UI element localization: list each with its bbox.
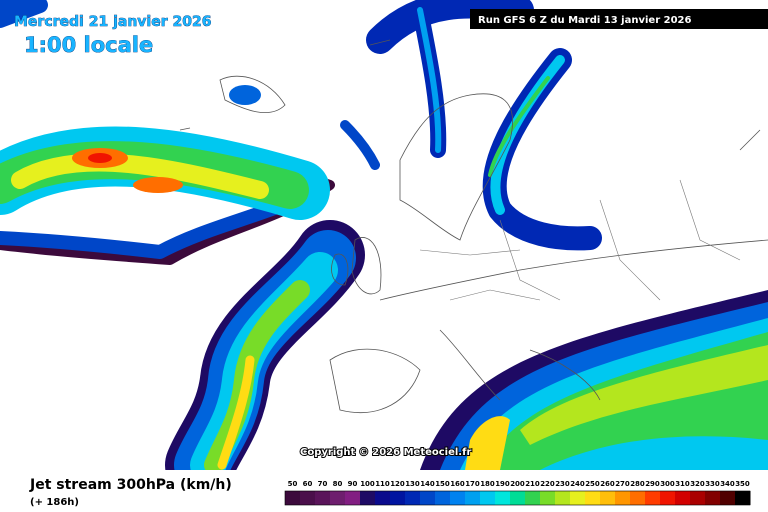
jet-atlantic [165,220,365,500]
legend-swatch [645,491,661,505]
legend-label: 170 [465,480,480,488]
legend-label: 190 [495,480,510,488]
legend-label: 350 [735,480,750,488]
legend-label: 330 [705,480,720,488]
legend-label: 130 [405,480,420,488]
jet-bands [0,0,768,500]
legend-swatch [285,491,301,505]
legend-swatch [600,491,616,505]
footer-title: Jet stream 300hPa (km/h) [29,477,232,493]
run-info: Run GFS 6 Z du Mardi 13 janvier 2026 [478,15,691,26]
legend-label: 280 [630,480,645,488]
legend-swatch [480,491,496,505]
map-date: Mercredi 21 janvier 2026 [14,14,211,30]
legend-swatch [330,491,346,505]
legend-label: 80 [333,480,343,488]
legend-swatch [525,491,541,505]
legend-swatch [465,491,481,505]
legend-label: 90 [348,480,358,488]
legend-label: 300 [660,480,675,488]
legend-label: 60 [303,480,313,488]
color-legend: 50 60 70 80 90 100 110 120 130 140 150 160 170 180 190… [284,480,751,506]
legend-swatch [705,491,721,505]
legend-label: 150 [435,480,450,488]
legend-swatch [435,491,451,505]
legend-label: 160 [450,480,465,488]
map-time: 1:00 locale [24,33,153,57]
legend-label: 230 [555,480,570,488]
legend-label: 210 [525,480,540,488]
legend-label: 50 [288,480,298,488]
legend-label: 220 [540,480,555,488]
legend-swatch [345,491,361,505]
legend-label: 100 [360,480,375,488]
legend-label: 180 [480,480,495,488]
legend-label: 110 [375,480,390,488]
legend-swatch [555,491,571,505]
legend-swatch [420,491,436,505]
legend-label: 140 [420,480,435,488]
legend-swatch [375,491,391,505]
copyright: Copyright © 2026 Meteociel.fr [300,447,471,458]
legend-swatch [510,491,526,505]
legend-label: 120 [390,480,405,488]
legend-swatch [690,491,706,505]
legend-label: 260 [600,480,615,488]
legend-label: 340 [720,480,735,488]
legend-swatch [450,491,466,505]
legend-swatch [315,491,331,505]
legend-label: 310 [675,480,690,488]
legend-label: 70 [318,480,328,488]
legend-label: 250 [585,480,600,488]
legend-swatch [495,491,511,505]
legend-label: 200 [510,480,525,488]
legend-swatch [630,491,646,505]
footer-lead: (+ 186h) [30,497,79,508]
run-box [470,9,768,29]
legend-swatch [735,491,751,505]
legend-label: 290 [645,480,660,488]
legend-label: 240 [570,480,585,488]
legend-swatch [360,491,376,505]
legend-swatch [405,491,421,505]
legend-label: 320 [690,480,705,488]
jet-northwest [0,126,335,265]
legend-frame [284,490,751,506]
legend-swatch [660,491,676,505]
coastlines [179,39,768,413]
legend-swatch [720,491,736,505]
legend-swatch [300,491,316,505]
legend-swatch [615,491,631,505]
legend-swatch [570,491,586,505]
header: Mercredi 21 janvier 2026 1:00 locale Run… [14,9,768,57]
legend-swatch [540,491,556,505]
legend-label: 270 [615,480,630,488]
legend-swatch [675,491,691,505]
legend-swatch [585,491,601,505]
legend-swatch [390,491,406,505]
jet-southeast [420,290,768,470]
jet-north [0,0,602,251]
